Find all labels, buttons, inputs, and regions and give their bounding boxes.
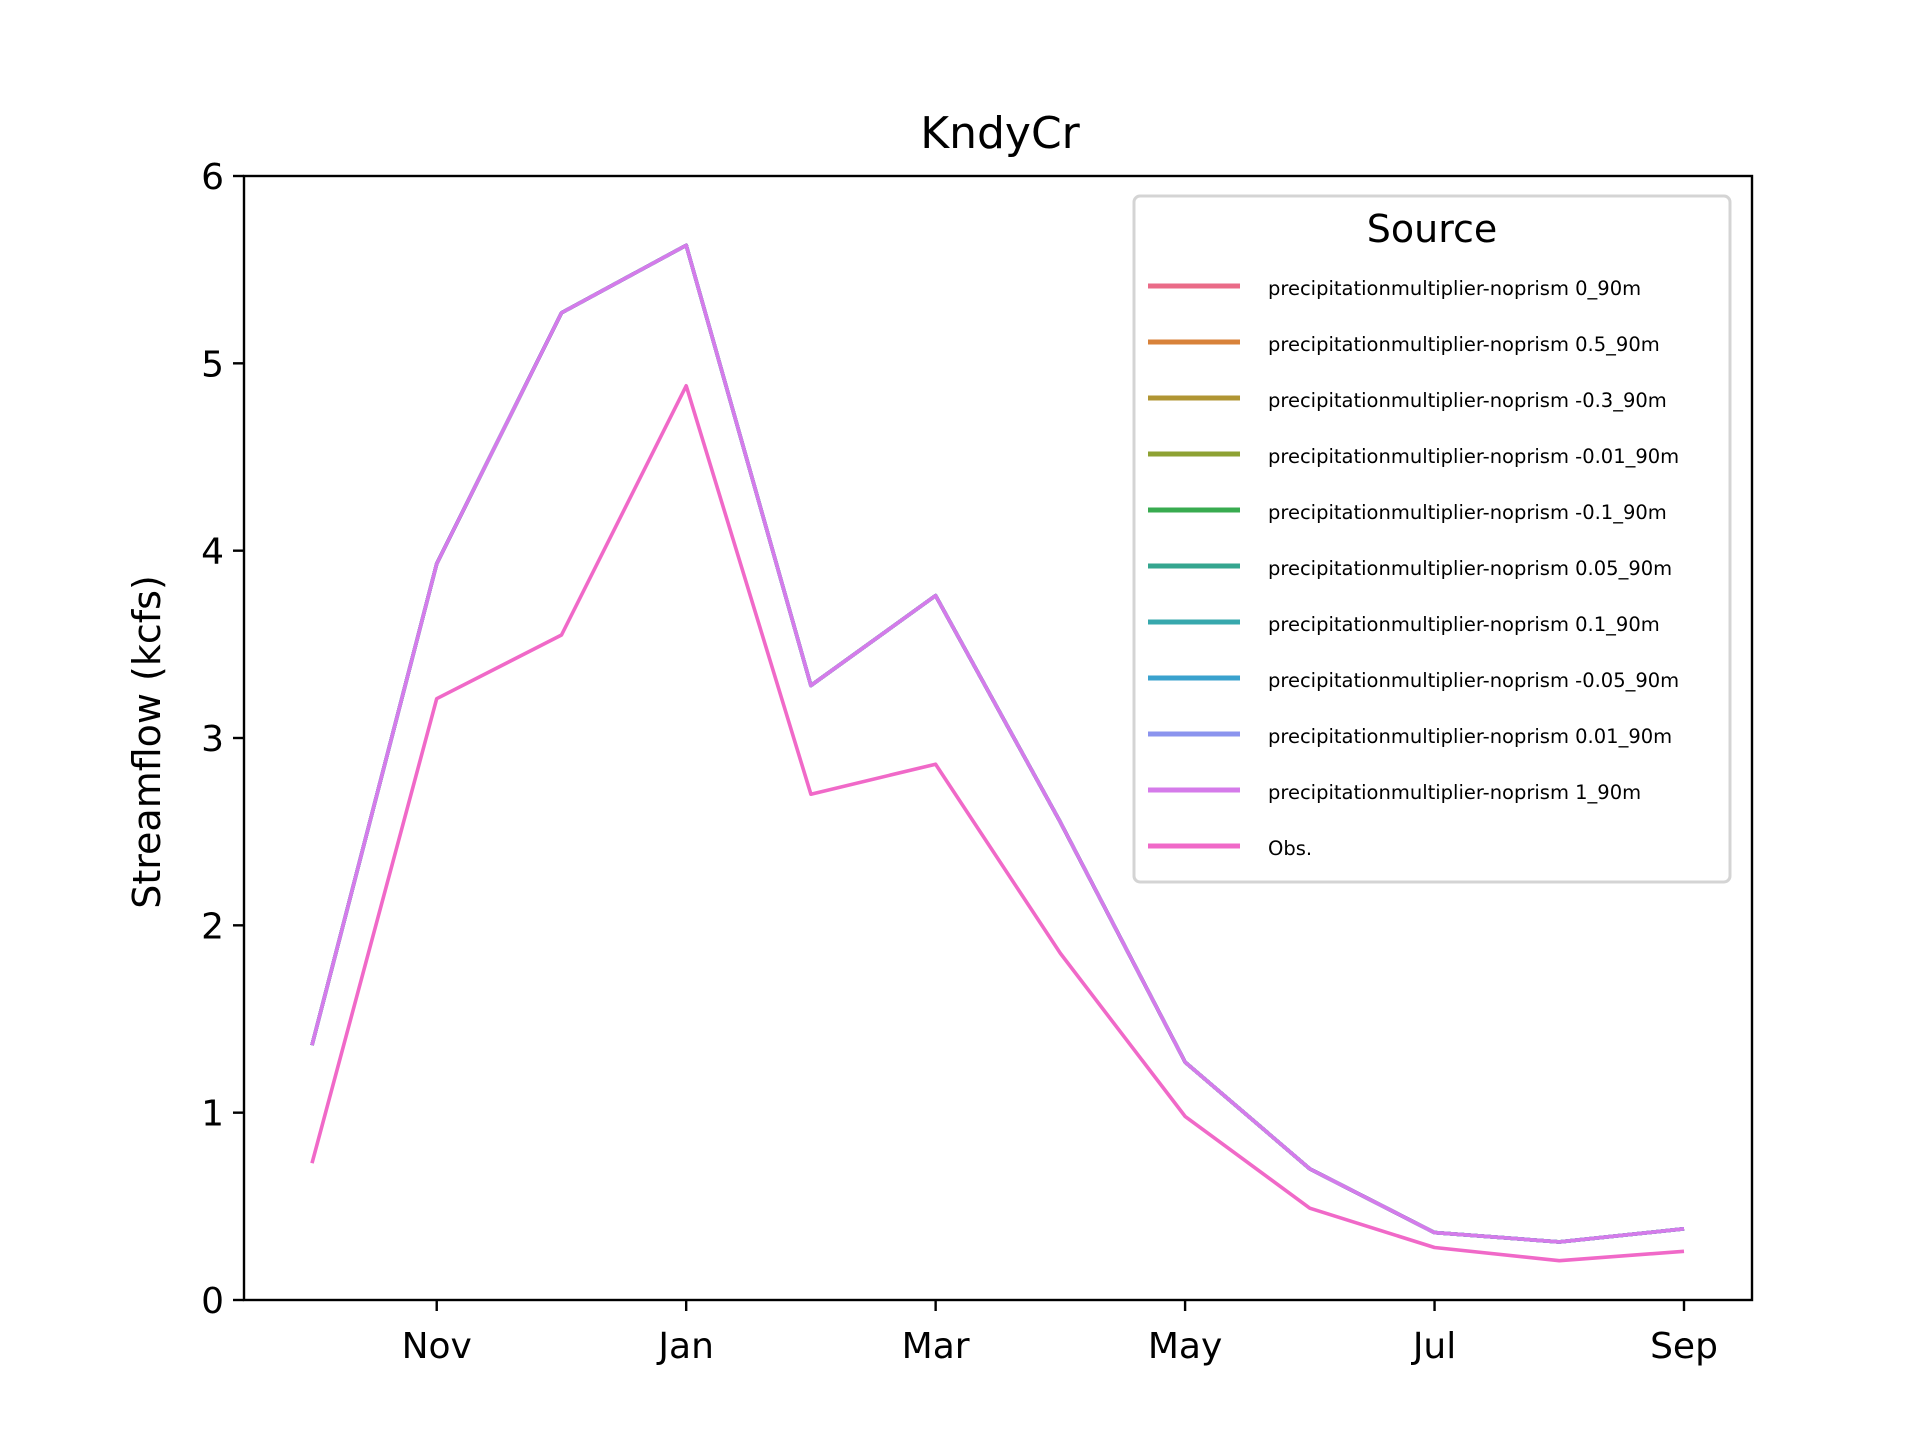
legend-label-4: precipitationmultiplier-noprism -0.1_90m	[1268, 501, 1667, 524]
plot-area: 0 1 2 3 4 5 6 Nov Jan Mar May Jul Sep	[201, 157, 1754, 1367]
x-tick-label-1: Jan	[656, 1326, 714, 1367]
legend-label-3: precipitationmultiplier-noprism -0.01_90…	[1268, 445, 1679, 468]
series-line-9	[310, 243, 1685, 1244]
x-tick-label-3: May	[1148, 1326, 1222, 1367]
legend-label-10: Obs.	[1268, 837, 1312, 860]
x-tick-label-0: Nov	[402, 1326, 472, 1367]
legend-box	[1132, 194, 1732, 884]
legend-label-0: precipitationmultiplier-noprism 0_90m	[1268, 277, 1641, 300]
legend-label-1: precipitationmultiplier-noprism 0.5_90m	[1268, 333, 1660, 356]
y-tick-label-3: 3	[201, 719, 224, 760]
legend-label-6: precipitationmultiplier-noprism 0.1_90m	[1268, 613, 1660, 636]
y-axis-label: Streamflow (kcfs)	[125, 575, 169, 909]
legend-title: Source	[1367, 207, 1498, 251]
y-tick-label-5: 5	[201, 344, 224, 385]
x-tick-label-2: Mar	[902, 1326, 970, 1367]
legend-label-8: precipitationmultiplier-noprism 0.01_90m	[1268, 725, 1672, 748]
series-line-10	[310, 383, 1685, 1263]
x-tick-label-4: Jul	[1411, 1326, 1456, 1367]
x-tick-label-5: Sep	[1650, 1326, 1718, 1367]
y-tick-label-0: 0	[201, 1281, 224, 1322]
legend: Source precipitationmultiplier-noprism 0_…	[1132, 194, 1732, 884]
chart-title: KndyCr	[920, 108, 1080, 159]
y-tick-label-6: 6	[201, 157, 224, 198]
legend-label-9: precipitationmultiplier-noprism 1_90m	[1268, 781, 1641, 804]
legend-label-2: precipitationmultiplier-noprism -0.3_90m	[1268, 389, 1667, 412]
y-tick-label-2: 2	[201, 906, 224, 947]
legend-label-7: precipitationmultiplier-noprism -0.05_90…	[1268, 669, 1679, 692]
legend-label-5: precipitationmultiplier-noprism 0.05_90m	[1268, 557, 1672, 580]
y-tick-label-4: 4	[201, 532, 224, 573]
y-tick-label-1: 1	[201, 1094, 224, 1135]
